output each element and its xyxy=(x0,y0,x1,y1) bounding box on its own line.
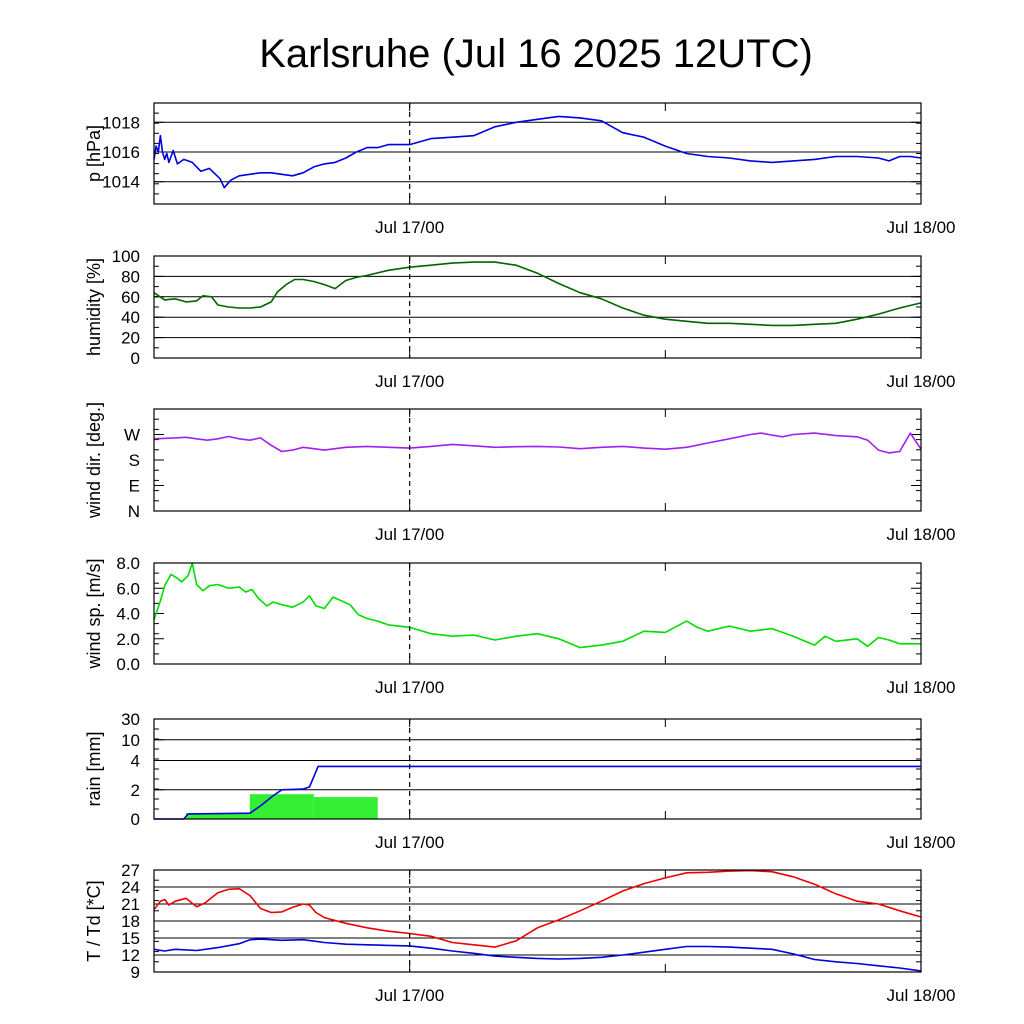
x-tick-label: Jul 17/00 xyxy=(375,678,444,697)
y-tick-label: 15 xyxy=(121,929,140,948)
y-tick-label: 4.0 xyxy=(116,605,140,624)
y-tick-label: 21 xyxy=(121,895,140,914)
x-tick-label: Jul 17/00 xyxy=(375,218,444,237)
y-axis-label: p [hPa] xyxy=(84,125,104,182)
y-tick-label: 10 xyxy=(121,731,140,750)
rain-bar xyxy=(313,797,378,819)
x-tick-label: Jul 18/00 xyxy=(887,525,956,544)
y-tick-label: 1014 xyxy=(102,173,140,192)
plot-frame xyxy=(153,102,922,205)
x-tick-label: Jul 17/00 xyxy=(375,986,444,1005)
y-axis-label: humidity [%] xyxy=(84,258,104,356)
series-line-Td xyxy=(153,938,922,972)
y-tick-label: 12 xyxy=(121,946,140,965)
series-line-wind_speed xyxy=(153,562,921,649)
plot-frame xyxy=(153,408,922,512)
x-tick-label: Jul 18/00 xyxy=(887,986,956,1005)
rain-bar xyxy=(185,813,250,819)
y-tick-label: 30 xyxy=(121,710,140,729)
panel-wind_speed: 0.0 2.0 4.0 6.0 8.0 Jul 17/00 Jul 18/00 wind sp… xyxy=(84,554,956,697)
x-tick-label: Jul 17/00 xyxy=(375,833,444,852)
x-tick-label: Jul 18/00 xyxy=(887,218,956,237)
plot-frame xyxy=(153,718,922,820)
chart-title: Karlsruhe (Jul 16 2025 12UTC) xyxy=(259,32,813,76)
series-line-T xyxy=(153,869,922,948)
series-line-accumulated xyxy=(154,765,921,820)
y-tick-label: 2.0 xyxy=(116,630,140,649)
y-tick-label: 0.0 xyxy=(116,655,140,674)
y-tick-label: 0 xyxy=(131,349,140,368)
y-tick-label: 0 xyxy=(131,810,140,829)
y-axis-label: wind dir. [deg.] xyxy=(84,402,104,519)
y-tick-label: E xyxy=(129,477,140,496)
x-tick-label: Jul 18/00 xyxy=(887,678,956,697)
y-tick-label: 1016 xyxy=(102,143,140,162)
y-tick-label: S xyxy=(129,451,140,470)
plot-frame xyxy=(153,255,922,359)
x-tick-label: Jul 18/00 xyxy=(887,372,956,391)
plot-frame xyxy=(153,562,922,665)
y-tick-label: 40 xyxy=(121,308,140,327)
y-tick-label: 8.0 xyxy=(116,554,140,573)
panel-rain: 0 2 4 10 30 Jul 17/00 Jul 18/00 rain [mm] xyxy=(84,710,956,852)
panel-pressure: 1014 1016 1018 Jul 17/00 Jul 18/00 p [hPa] xyxy=(84,102,956,237)
y-tick-label: 100 xyxy=(112,247,140,266)
y-tick-label: 1018 xyxy=(102,113,140,132)
series-line-pressure xyxy=(153,115,922,189)
y-tick-label: 60 xyxy=(121,288,140,307)
y-tick-label: 80 xyxy=(121,267,140,286)
y-tick-label: 4 xyxy=(131,752,140,771)
x-tick-label: Jul 17/00 xyxy=(375,525,444,544)
y-tick-label: 20 xyxy=(121,329,140,348)
y-axis-label: T / Td [*C] xyxy=(84,880,104,961)
y-tick-label: 18 xyxy=(121,912,140,931)
x-tick-label: Jul 17/00 xyxy=(375,372,444,391)
y-tick-label: 24 xyxy=(121,878,140,897)
y-tick-label: 6.0 xyxy=(116,579,140,598)
x-tick-label: Jul 18/00 xyxy=(887,833,956,852)
y-tick-label: W xyxy=(124,426,140,445)
y-tick-label: 9 xyxy=(131,963,140,982)
y-tick-label: 27 xyxy=(121,861,140,880)
y-axis-label: rain [mm] xyxy=(84,731,104,806)
plot-frame xyxy=(153,869,922,973)
y-tick-label: N xyxy=(128,502,140,521)
y-tick-label: 2 xyxy=(131,781,140,800)
series-line-humidity xyxy=(153,261,922,327)
y-axis-label: wind sp. [m/s] xyxy=(84,558,104,669)
series-line-wind_direction xyxy=(153,432,922,454)
